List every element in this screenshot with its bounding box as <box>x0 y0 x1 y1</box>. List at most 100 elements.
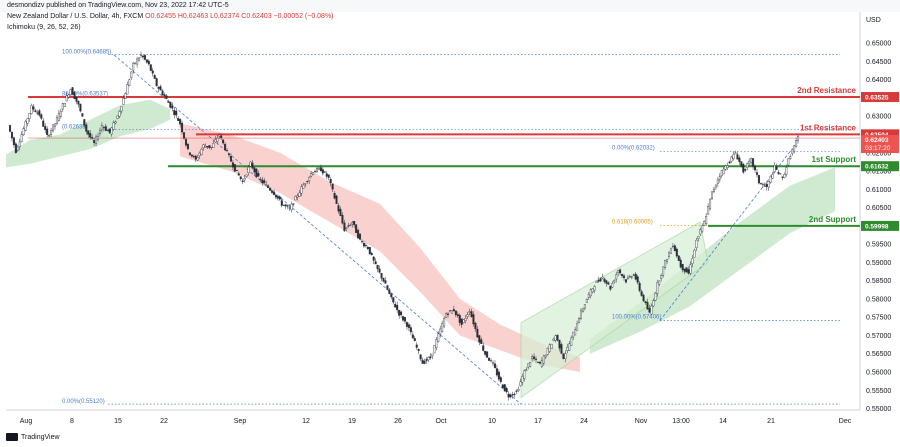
candle-body <box>91 137 94 139</box>
candle-body <box>341 214 344 224</box>
candle-body <box>50 130 53 135</box>
candle-body <box>609 285 612 290</box>
x-tick-label: 14 <box>719 418 727 425</box>
candle-body <box>22 128 25 136</box>
x-tick-label: 19 <box>348 418 356 425</box>
tradingview-footer: TradingView <box>6 433 60 441</box>
candle-body <box>355 224 358 233</box>
candle-body <box>257 173 260 177</box>
candle-body <box>484 351 487 355</box>
candle-body <box>437 333 440 342</box>
candle-body <box>138 57 141 62</box>
candle-body <box>476 328 479 338</box>
candle-body <box>179 119 182 125</box>
candle-body <box>151 70 154 74</box>
candle-body <box>274 194 277 198</box>
candle-body <box>591 288 594 293</box>
candle-body <box>130 71 133 78</box>
candle-body <box>742 164 745 173</box>
candle-body <box>284 204 287 207</box>
candle-body <box>793 145 796 153</box>
candle-body <box>368 247 371 255</box>
candle-body <box>621 274 624 277</box>
candle-body <box>247 166 250 174</box>
candle-body <box>662 266 665 276</box>
candle-body <box>411 334 414 339</box>
candle-body <box>349 224 352 226</box>
candle-body <box>769 176 772 183</box>
candle-body <box>740 161 743 167</box>
symbol-title[interactable]: New Zealand Dollar / U.S. Dollar, 4h, FX… <box>7 13 144 20</box>
publish-info: desmondizv published on TradingView.com,… <box>7 2 229 9</box>
candle-body <box>556 334 559 341</box>
candle-body <box>681 263 684 270</box>
candle-body <box>271 190 274 193</box>
candle-body <box>12 137 15 146</box>
candle-body <box>323 171 326 173</box>
candle-body <box>707 206 710 215</box>
candle-body <box>736 154 739 160</box>
candle-body <box>288 207 291 209</box>
fib-level-label: 100.00%(0.64685) <box>62 50 111 56</box>
candle-body <box>118 111 121 117</box>
candle-body <box>404 317 407 322</box>
candle-body <box>415 344 418 348</box>
candle-body <box>314 171 317 173</box>
candle-body <box>278 196 281 200</box>
candle-body <box>65 95 68 102</box>
candle-body <box>89 133 92 138</box>
candle-body <box>112 122 115 130</box>
candle-body <box>579 310 582 319</box>
candle-body <box>143 55 146 60</box>
y-tick-label: 0.56000 <box>866 369 891 376</box>
x-tick-label: 22 <box>160 418 168 425</box>
candle-body <box>685 267 688 273</box>
candle-body <box>316 167 319 172</box>
candle-body <box>664 260 667 268</box>
candle-body <box>693 249 696 258</box>
candle-body <box>296 195 299 198</box>
candle-body <box>695 239 698 249</box>
candle-body <box>773 165 776 173</box>
candle-body <box>20 134 23 142</box>
candle-body <box>472 314 475 325</box>
fib-level-label: (0.62638) <box>62 124 88 130</box>
candle-body <box>394 303 397 308</box>
candle-body <box>605 280 608 284</box>
x-tick-label: 8 <box>70 418 74 425</box>
candle-body <box>396 304 399 311</box>
candle-body <box>16 146 19 151</box>
candle-body <box>145 59 148 63</box>
y-tick-label: 0.64000 <box>866 77 891 84</box>
candle-body <box>425 359 428 361</box>
candle-body <box>10 131 13 139</box>
candle-body <box>235 169 238 171</box>
candle-body <box>147 60 150 65</box>
indicator-legend[interactable]: Ichimoku (9, 26, 52, 26) <box>7 24 81 31</box>
candle-body <box>14 143 17 153</box>
candle-body <box>617 270 620 274</box>
candle-body <box>388 289 391 294</box>
candle-body <box>98 130 101 135</box>
candle-body <box>781 176 784 178</box>
y-tick-label: 0.62000 <box>866 150 891 157</box>
candle-body <box>259 178 262 180</box>
candle-body <box>181 122 184 133</box>
current-price-badge <box>861 135 899 154</box>
candle-body <box>644 301 647 303</box>
candle-body <box>488 357 491 361</box>
candle-body <box>77 101 80 105</box>
candle-body <box>754 165 757 171</box>
candle-body <box>214 139 217 143</box>
candle-body <box>75 96 78 102</box>
candle-body <box>595 280 598 283</box>
candle-body <box>525 369 528 372</box>
candle-body <box>38 110 41 116</box>
candle-body <box>222 139 225 144</box>
candle-body <box>40 114 43 119</box>
candle-body <box>87 130 90 135</box>
candle-body <box>593 286 596 291</box>
candle-body <box>558 339 561 349</box>
candle-body <box>110 127 113 135</box>
